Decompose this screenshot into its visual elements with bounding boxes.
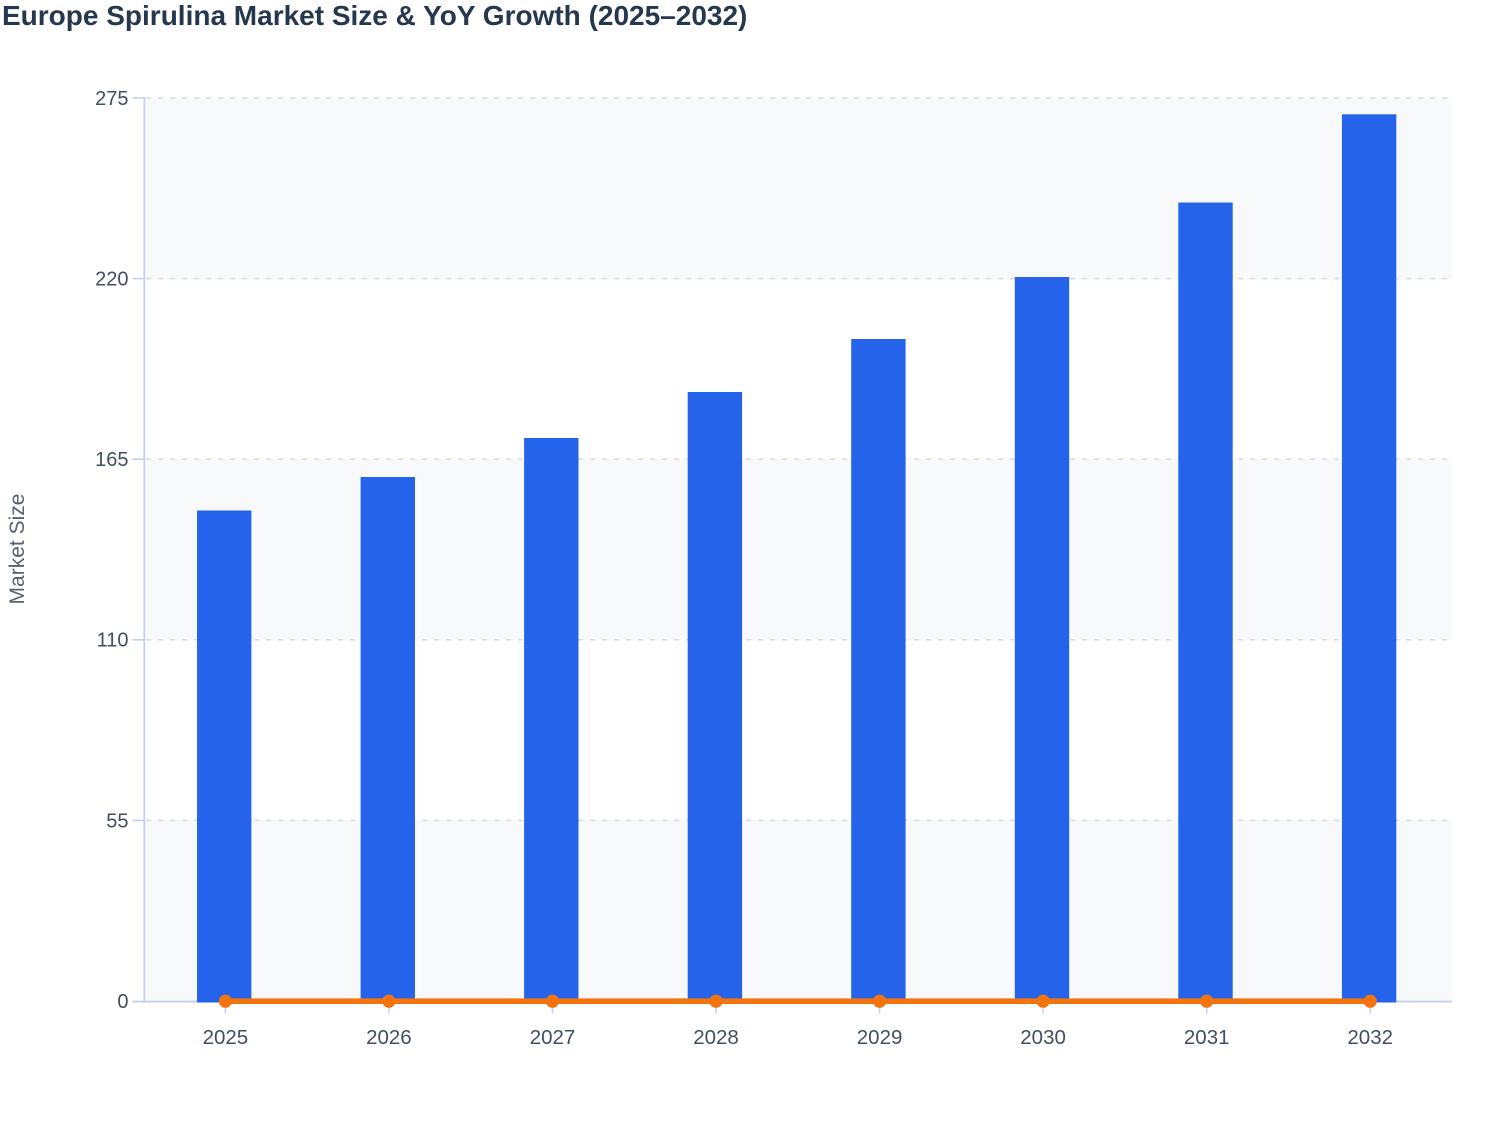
svg-text:2030: 2030 [1020,1026,1066,1049]
svg-text:220: 220 [95,269,128,291]
svg-text:Market Size: Market Size [6,494,29,605]
svg-text:0: 0 [117,991,128,1013]
svg-text:275: 275 [95,88,128,110]
svg-text:165: 165 [95,449,128,471]
svg-text:55: 55 [106,810,128,832]
svg-text:110: 110 [97,630,129,652]
svg-text:2031: 2031 [1184,1026,1230,1049]
svg-text:2026: 2026 [366,1026,412,1049]
svg-text:2029: 2029 [857,1026,903,1049]
svg-text:2027: 2027 [530,1026,576,1049]
svg-text:2032: 2032 [1347,1026,1393,1049]
svg-text:Europe Spirulina Market Size &: Europe Spirulina Market Size & YoY Growt… [2,0,747,31]
svg-text:2028: 2028 [693,1026,739,1049]
svg-text:2025: 2025 [203,1026,249,1049]
